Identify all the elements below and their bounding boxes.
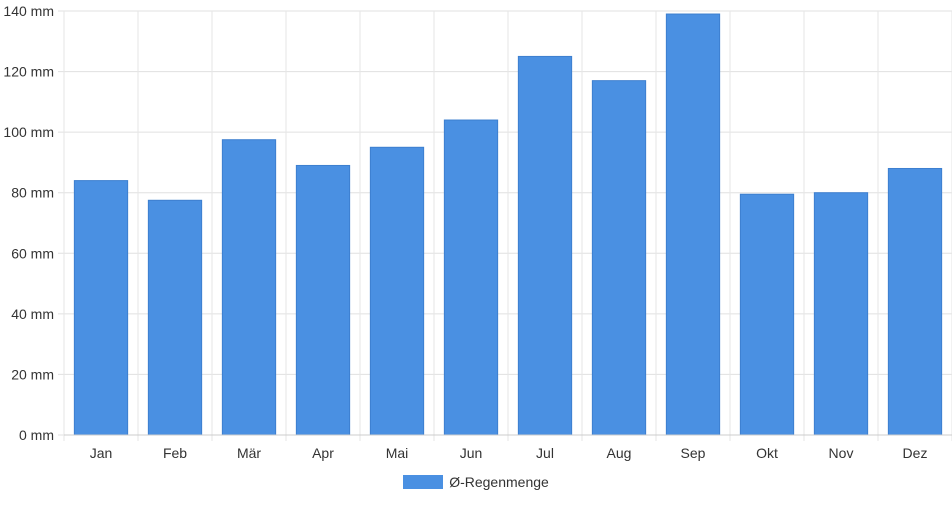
bars — [73, 13, 943, 436]
bar-jan[interactable] — [73, 180, 129, 436]
x-tick-label: Sep — [681, 445, 706, 461]
y-tick-label: 120 mm — [3, 64, 54, 80]
y-tick-label: 40 mm — [11, 306, 54, 322]
y-tick-label: 80 mm — [11, 185, 54, 201]
bar-feb[interactable] — [147, 199, 203, 436]
x-tick-label: Apr — [312, 445, 334, 461]
x-tick-label: Aug — [607, 445, 632, 461]
legend-swatch — [403, 475, 444, 489]
x-tick-label: Mär — [237, 445, 261, 461]
bar-nov[interactable] — [813, 192, 869, 436]
legend-label: Ø-Regenmenge — [449, 474, 549, 490]
bar-mär[interactable] — [221, 139, 277, 436]
bar-sep[interactable] — [665, 13, 721, 436]
x-tick-label: Okt — [756, 445, 778, 461]
y-tick-label: 0 mm — [19, 427, 54, 443]
x-tick-label: Jun — [460, 445, 483, 461]
bar-aug[interactable] — [591, 80, 647, 436]
bar-apr[interactable] — [295, 164, 351, 436]
legend[interactable]: Ø-Regenmenge — [0, 472, 952, 492]
x-tick-label: Jul — [536, 445, 554, 461]
y-tick-label: 20 mm — [11, 366, 54, 382]
x-tick-label: Feb — [163, 445, 187, 461]
grid — [58, 10, 952, 441]
x-tick-label: Nov — [829, 445, 854, 461]
y-tick-label: 140 mm — [3, 3, 54, 19]
axes: 0 mm 20 mm 40 mm 60 mm 80 mm 100 mm 120 mm 140 … — [3, 3, 952, 461]
bar-jun[interactable] — [443, 119, 499, 436]
x-tick-label: Mai — [386, 445, 409, 461]
bar-mai[interactable] — [369, 146, 425, 436]
bar-okt[interactable] — [739, 193, 795, 436]
x-tick-label: Jan — [90, 445, 113, 461]
bar-dez[interactable] — [887, 167, 943, 436]
bar-jul[interactable] — [517, 55, 573, 436]
x-tick-label: Dez — [903, 445, 928, 461]
y-tick-label: 60 mm — [11, 245, 54, 261]
y-tick-label: 100 mm — [3, 124, 54, 140]
